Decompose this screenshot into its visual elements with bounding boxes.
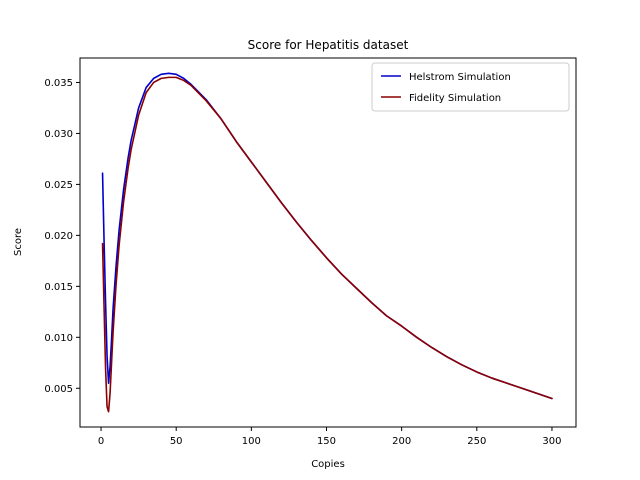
x-tick-label: 250	[467, 436, 486, 447]
y-tick-label: 0.020	[44, 231, 73, 242]
legend-box	[371, 62, 570, 112]
x-tick-label: 200	[392, 436, 411, 447]
legend-label-2: Fidelity Simulation	[409, 93, 501, 104]
y-tick-label: 0.025	[44, 180, 73, 191]
x-tick-label: 0	[98, 436, 104, 447]
y-tick-label: 0.010	[44, 333, 73, 344]
plot-frame	[79, 57, 577, 428]
x-tick-label: 150	[317, 436, 336, 447]
chart-title: Score for Hepatitis dataset	[248, 38, 409, 52]
y-tick-label: 0.005	[44, 384, 73, 395]
series-lines	[101, 72, 553, 413]
x-axis-label: Copies	[311, 459, 345, 470]
legend-label-1: Helstrom Simulation	[409, 72, 511, 83]
x-tick-label: 50	[170, 436, 183, 447]
series-line-2	[101, 76, 553, 413]
y-axis-ticks: 0.005 0.010 0.015 0.020 0.025 0.030 0.035	[44, 78, 80, 395]
x-tick-label: 300	[542, 436, 561, 447]
legend: Helstrom Simulation Fidelity Simulation	[371, 62, 570, 112]
x-axis-ticks: 0 50 100 150 200 250 300	[98, 427, 561, 447]
y-tick-label: 0.015	[44, 282, 73, 293]
y-tick-label: 0.030	[44, 129, 73, 140]
y-tick-label: 0.035	[44, 78, 73, 89]
x-tick-label: 100	[242, 436, 261, 447]
y-axis-label: Score	[13, 228, 24, 256]
